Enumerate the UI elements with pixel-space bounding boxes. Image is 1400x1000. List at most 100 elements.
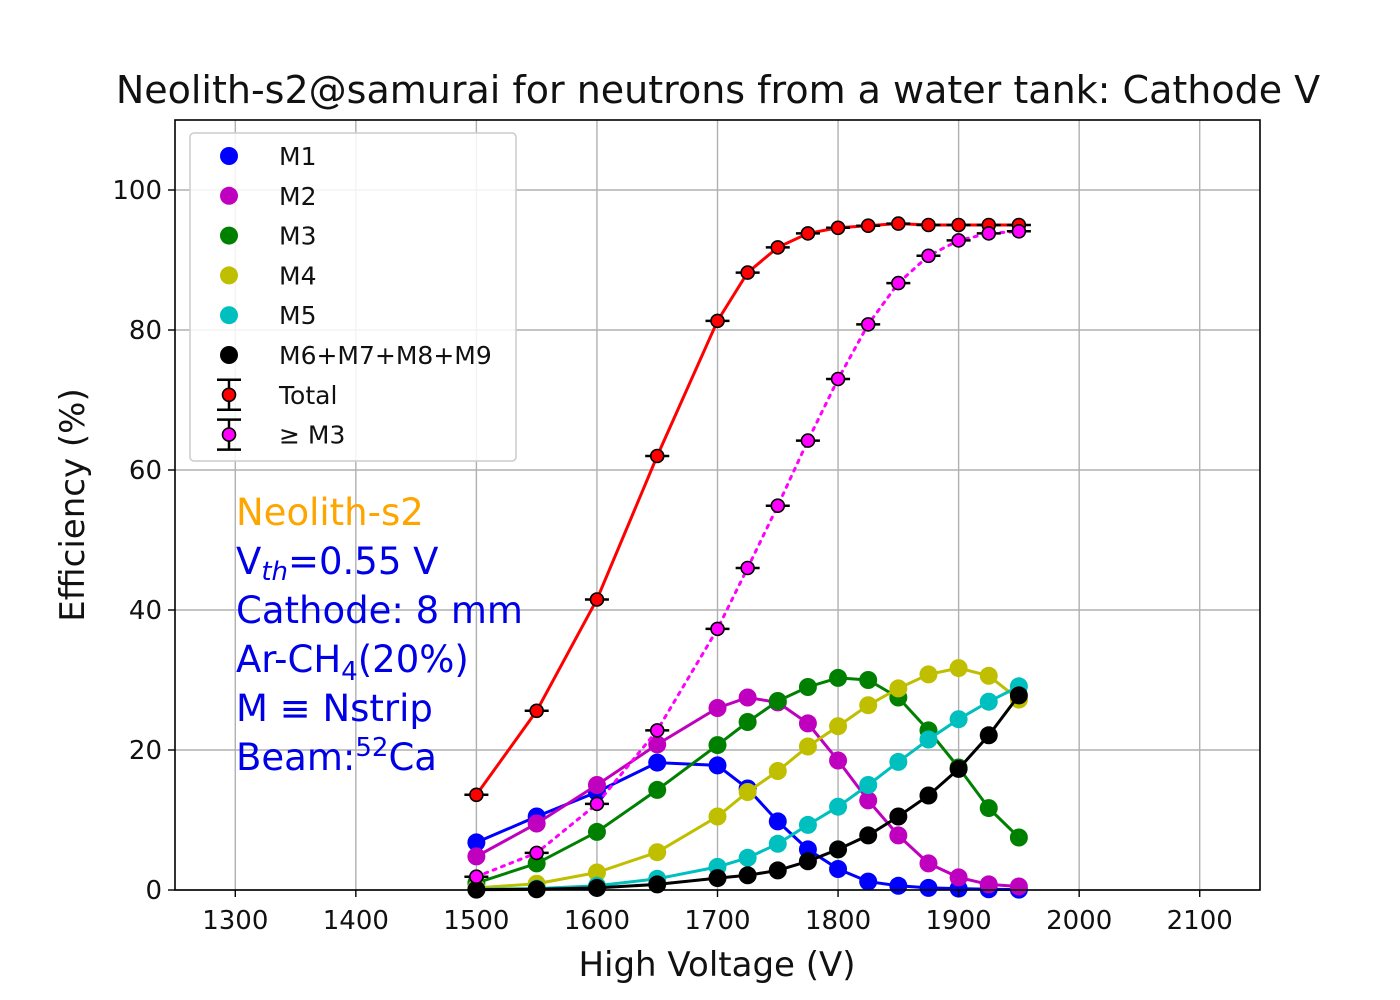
data-point (979, 692, 998, 711)
annotation-beam: Beam:52Ca (236, 733, 437, 779)
data-point (768, 861, 787, 880)
data-point (587, 776, 606, 794)
y-tick-label: 0 (145, 876, 162, 906)
data-point (710, 313, 725, 329)
data-point (708, 756, 727, 775)
legend-label: M5 (279, 301, 316, 330)
x-tick-label: 1700 (684, 906, 750, 936)
legend: M1 M2 M3 M4 M5 M6+M7+M8+M9 Total ≥ M3 (189, 132, 517, 462)
data-point (829, 860, 848, 878)
series-6 (467, 686, 1028, 899)
y-tick-label: 60 (129, 456, 162, 486)
data-point (649, 448, 665, 464)
legend-label: M3 (279, 222, 316, 251)
data-point (648, 843, 667, 862)
data-point (798, 852, 817, 871)
data-point (649, 723, 665, 738)
y-tick-label: 20 (129, 736, 162, 766)
data-point (467, 847, 486, 866)
data-point (859, 872, 878, 891)
annotation-block: Neolith-s2 Vth=0.55 V Cathode: 8 mm Ar-C… (236, 491, 523, 779)
data-point (469, 869, 484, 885)
data-point (738, 848, 757, 867)
series-8 (464, 224, 1031, 885)
data-point (921, 217, 936, 233)
legend-marker (220, 346, 238, 364)
data-point (919, 878, 938, 897)
data-point (527, 854, 546, 873)
data-point (527, 814, 546, 833)
x-tick-label: 2000 (1046, 906, 1112, 936)
annotation-threshold: Vth=0.55 V (236, 540, 438, 587)
series-7 (464, 216, 1031, 803)
data-point (891, 275, 906, 291)
data-point (740, 265, 755, 280)
data-point (829, 751, 848, 770)
data-point (949, 710, 968, 729)
data-point (467, 833, 486, 852)
data-point (860, 317, 876, 332)
legend-marker (220, 306, 238, 325)
data-point (889, 876, 908, 895)
data-point (708, 869, 727, 888)
data-point (949, 868, 968, 887)
data-point (829, 840, 848, 859)
data-point (1011, 224, 1027, 239)
data-point (951, 233, 966, 248)
data-point (648, 875, 667, 894)
y-tick-label: 80 (129, 316, 162, 346)
data-point (889, 826, 908, 845)
data-point (979, 666, 998, 685)
legend-marker (220, 226, 238, 245)
data-point (587, 863, 606, 882)
data-point (951, 217, 966, 233)
data-point (798, 737, 817, 756)
data-point (979, 726, 998, 745)
legend-marker (220, 266, 238, 285)
data-point (829, 717, 848, 736)
axis-ticks: 1300 1400 1500 1600 1700 1800 1900 2000 2100 0 20 4… (112, 176, 1232, 936)
data-point (1009, 828, 1028, 847)
data-point (738, 866, 757, 885)
annotation-detector: Neolith-s2 (236, 491, 424, 534)
data-point (859, 696, 878, 715)
x-tick-label: 2100 (1167, 906, 1233, 936)
legend-label: M1 (279, 142, 316, 171)
chart-title: Neolith-s2@samurai for neutrons from a w… (116, 68, 1320, 112)
series-line (474, 229, 1021, 879)
data-point (830, 371, 846, 387)
legend-marker (221, 387, 237, 403)
data-point (949, 759, 968, 778)
data-point (860, 218, 876, 233)
x-tick-label: 1600 (564, 906, 630, 936)
annotation-multiplicity: M ≡ Nstrip (236, 687, 433, 730)
legend-label: ≥ M3 (279, 421, 345, 450)
data-point (830, 220, 846, 236)
data-point (919, 665, 938, 684)
y-tick-label: 40 (129, 596, 162, 626)
data-point (829, 797, 848, 816)
data-point (648, 753, 667, 772)
data-point (529, 703, 544, 719)
x-tick-label: 1900 (926, 906, 992, 936)
data-point (859, 791, 878, 810)
data-point (738, 783, 757, 801)
data-point (1009, 686, 1028, 705)
data-point (710, 621, 725, 637)
data-point (921, 248, 936, 264)
x-tick-label: 1800 (805, 906, 871, 936)
data-point (800, 433, 816, 448)
data-point (770, 240, 786, 255)
legend-label: M2 (279, 182, 316, 211)
data-point (770, 498, 786, 514)
data-point (469, 787, 484, 803)
data-point (829, 668, 848, 687)
data-point (859, 776, 878, 794)
data-point (800, 226, 816, 241)
data-point (768, 812, 787, 831)
data-point (1009, 877, 1028, 896)
series-4 (467, 659, 1028, 897)
legend-marker (221, 427, 237, 442)
legend-label: M6+M7+M8+M9 (279, 341, 492, 370)
